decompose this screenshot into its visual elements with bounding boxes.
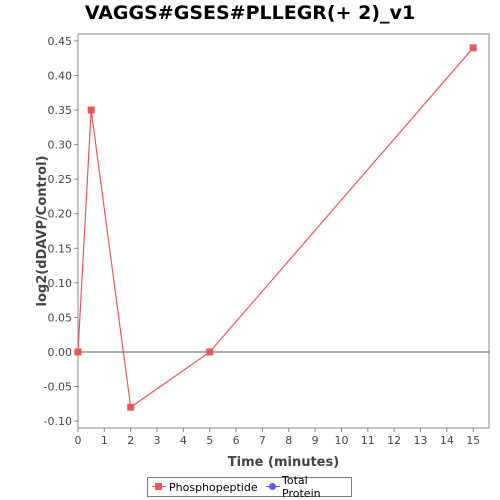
data-point bbox=[206, 348, 214, 356]
x-tick-label: 3 bbox=[154, 434, 161, 447]
x-tick-label: 12 bbox=[387, 434, 401, 447]
data-point bbox=[469, 44, 477, 52]
x-tick-label: 0 bbox=[75, 434, 82, 447]
y-tick-label: 0.35 bbox=[48, 104, 73, 117]
legend: Phosphopeptide Total Protein bbox=[147, 474, 352, 500]
chart-title: VAGGS#GSES#PLLEGR(+ 2)_v1 bbox=[84, 2, 416, 24]
y-tick-label: 0.10 bbox=[48, 277, 73, 290]
y-axis-title: log2(dDAVP/Control) bbox=[35, 156, 50, 307]
x-tick-label: 8 bbox=[285, 434, 292, 447]
x-tick-label: 15 bbox=[466, 434, 480, 447]
x-tick-label: 11 bbox=[361, 434, 375, 447]
y-tick-label: 0.25 bbox=[48, 173, 73, 186]
y-tick-label: 0.00 bbox=[48, 346, 73, 359]
data-point bbox=[87, 106, 95, 114]
x-axis-title: Time (minutes) bbox=[228, 455, 339, 470]
legend-circle-marker-icon bbox=[265, 482, 280, 492]
x-tick-label: 2 bbox=[127, 434, 134, 447]
legend-item-phosphopeptide: Phosphopeptide bbox=[152, 481, 258, 494]
x-tick-label: 13 bbox=[414, 434, 428, 447]
y-tick-label: -0.10 bbox=[44, 415, 72, 428]
x-tick-label: 1 bbox=[101, 434, 108, 447]
data-point bbox=[74, 348, 82, 356]
y-tick-label: 0.30 bbox=[48, 139, 73, 152]
legend-label-total-protein: Total Protein bbox=[282, 474, 321, 500]
legend-square-marker-icon bbox=[152, 482, 166, 492]
plot-frame bbox=[77, 33, 490, 429]
y-tick-label: 0.05 bbox=[48, 311, 73, 324]
x-tick-label: 6 bbox=[233, 434, 240, 447]
x-tick-label: 9 bbox=[312, 434, 319, 447]
x-tick-label: 14 bbox=[440, 434, 454, 447]
y-tick-label: 0.15 bbox=[48, 242, 73, 255]
x-tick-label: 7 bbox=[259, 434, 266, 447]
x-tick-label: 5 bbox=[206, 434, 213, 447]
legend-label-phosphopeptide: Phosphopeptide bbox=[169, 480, 258, 494]
data-point bbox=[127, 403, 135, 411]
y-tick-label: 0.40 bbox=[48, 69, 73, 82]
legend-item-total-protein: Total Protein bbox=[265, 474, 347, 500]
x-tick-label: 10 bbox=[334, 434, 348, 447]
y-tick-label: 0.20 bbox=[48, 208, 73, 221]
x-tick-label: 4 bbox=[180, 434, 187, 447]
y-tick-label: -0.05 bbox=[44, 381, 72, 394]
y-tick-label: 0.45 bbox=[48, 35, 73, 48]
